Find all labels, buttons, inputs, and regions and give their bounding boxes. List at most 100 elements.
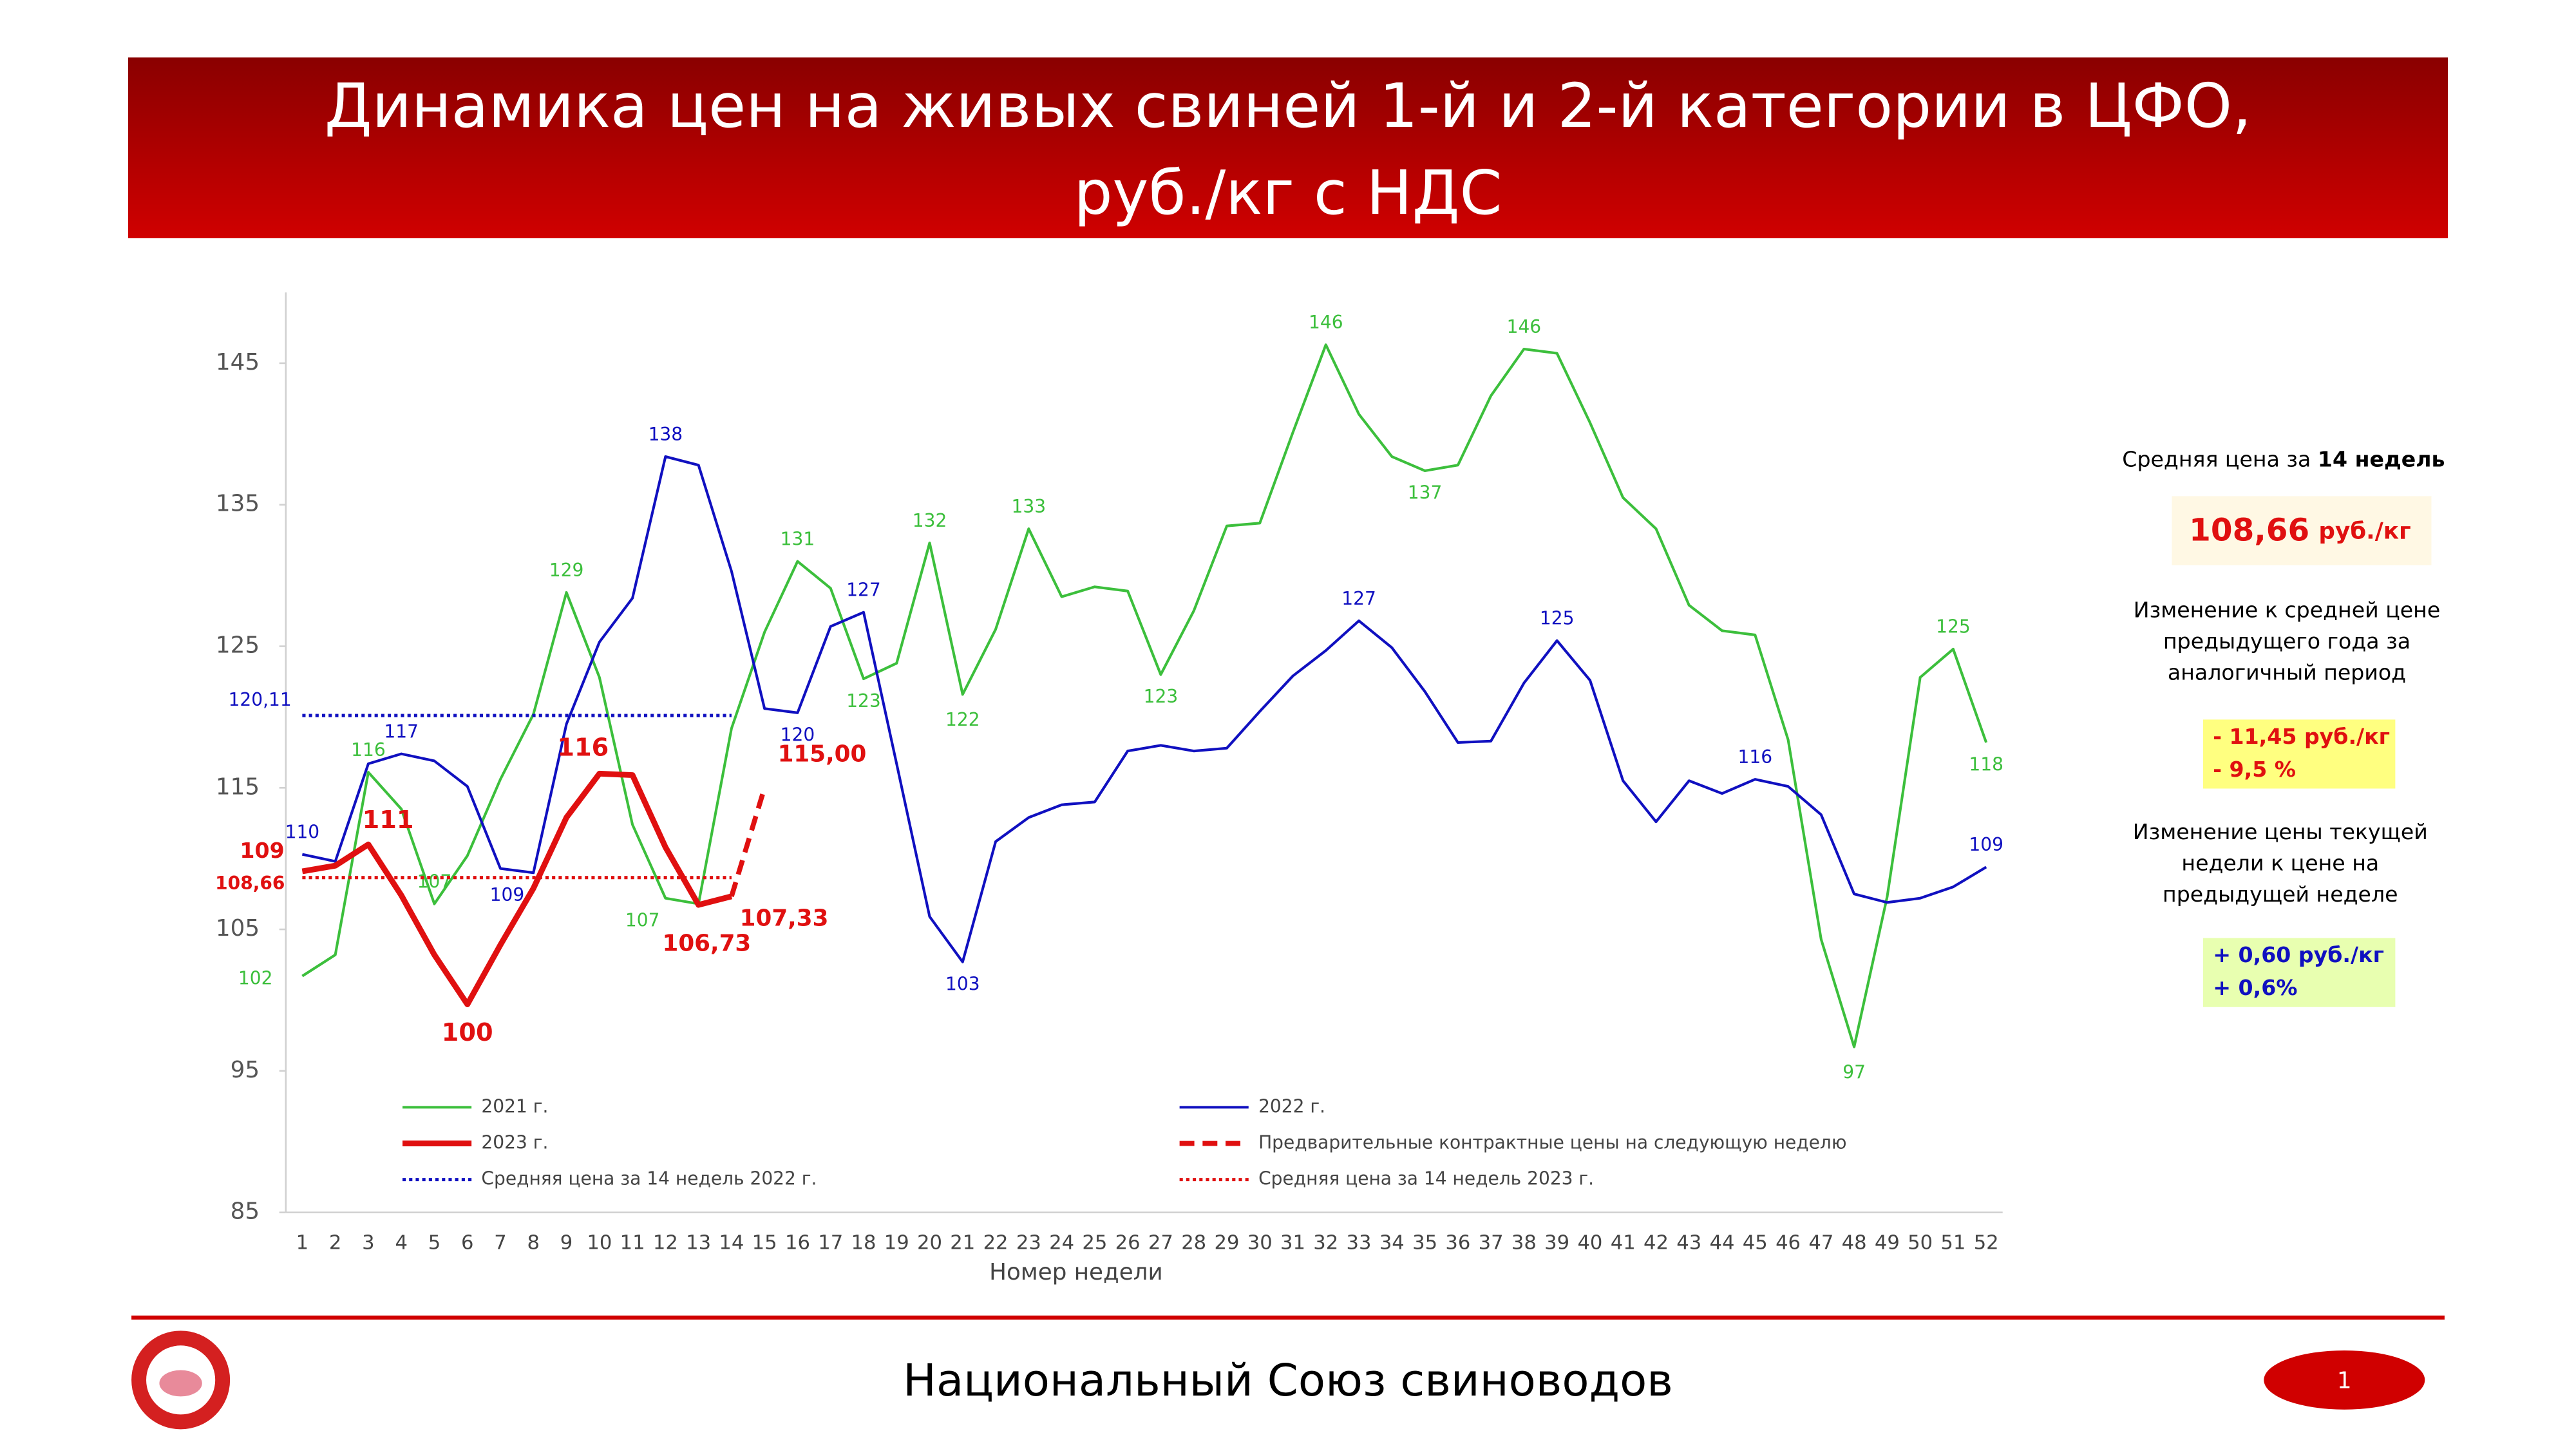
y-tick-label: 125 bbox=[216, 632, 260, 659]
data-label: 129 bbox=[549, 560, 584, 581]
x-tick-label: 45 bbox=[1743, 1232, 1768, 1255]
y-tick-label: 105 bbox=[216, 915, 260, 942]
sidebar-caption: Изменение к средней цене bbox=[2134, 597, 2440, 622]
x-tick-label: 44 bbox=[1710, 1232, 1735, 1255]
change-value: + 0,6% bbox=[2213, 975, 2297, 1000]
data-label: 120,11 bbox=[229, 689, 292, 710]
data-label: 100 bbox=[442, 1018, 493, 1047]
x-tick-label: 22 bbox=[983, 1232, 1009, 1255]
data-label: 123 bbox=[1144, 686, 1179, 707]
page-badge bbox=[2264, 1350, 2425, 1410]
sidebar-caption: Изменение цены текущей bbox=[2133, 819, 2428, 844]
x-tick-label: 50 bbox=[1908, 1232, 1933, 1255]
x-tick-label: 20 bbox=[917, 1232, 942, 1255]
header-band bbox=[128, 57, 2448, 238]
x-tick-label: 15 bbox=[752, 1232, 777, 1255]
x-tick-label: 12 bbox=[653, 1232, 678, 1255]
data-label: 107,33 bbox=[740, 905, 829, 932]
logo bbox=[131, 1331, 231, 1430]
data-label: 146 bbox=[1309, 312, 1343, 333]
data-label: 133 bbox=[1012, 496, 1046, 517]
data-label: 109 bbox=[1969, 834, 2003, 855]
legend-label: 2021 г. bbox=[481, 1095, 548, 1117]
sidebar-caption: предыдущего года за bbox=[2163, 629, 2410, 654]
sidebar-caption: аналогичный период bbox=[2168, 659, 2406, 685]
x-tick-label: 13 bbox=[686, 1232, 711, 1255]
x-tick-label: 9 bbox=[560, 1232, 573, 1255]
x-tick-label: 4 bbox=[395, 1232, 407, 1255]
y-tick-label: 85 bbox=[231, 1198, 260, 1225]
x-tick-label: 46 bbox=[1776, 1232, 1801, 1255]
data-label: 106,73 bbox=[662, 930, 751, 956]
x-tick-label: 43 bbox=[1676, 1232, 1701, 1255]
data-label: 127 bbox=[1341, 588, 1376, 609]
x-tick-label: 14 bbox=[719, 1232, 744, 1255]
data-label: 132 bbox=[913, 510, 947, 531]
organization: Национальный Союз свиноводов bbox=[903, 1355, 1673, 1406]
series-line bbox=[301, 455, 1987, 963]
x-tick-label: 35 bbox=[1412, 1232, 1437, 1255]
data-label: 117 bbox=[384, 721, 419, 742]
y-tick-label: 115 bbox=[216, 773, 260, 800]
x-tick-label: 23 bbox=[1016, 1232, 1041, 1255]
data-label: 108,66 bbox=[215, 873, 285, 894]
x-tick-label: 16 bbox=[785, 1232, 810, 1255]
x-tick-label: 38 bbox=[1511, 1232, 1537, 1255]
change-value: + 0,60 руб./кг bbox=[2213, 942, 2384, 967]
x-tick-label: 5 bbox=[428, 1232, 440, 1255]
x-tick-label: 42 bbox=[1643, 1232, 1669, 1255]
x-tick-label: 21 bbox=[950, 1232, 975, 1255]
change-value: - 11,45 руб./кг bbox=[2213, 724, 2390, 749]
x-tick-label: 10 bbox=[587, 1232, 612, 1255]
x-tick-label: 1 bbox=[296, 1232, 308, 1255]
x-tick-label: 28 bbox=[1181, 1232, 1206, 1255]
legend-label: Средняя цена за 14 недель 2023 г. bbox=[1258, 1168, 1594, 1189]
x-tick-label: 37 bbox=[1479, 1232, 1504, 1255]
data-label: 109 bbox=[240, 838, 284, 863]
y-tick-label: 145 bbox=[216, 349, 260, 375]
data-label: 131 bbox=[781, 529, 815, 550]
x-tick-label: 48 bbox=[1842, 1232, 1867, 1255]
data-label: 107 bbox=[625, 909, 660, 931]
x-tick-label: 33 bbox=[1347, 1232, 1372, 1255]
data-label: 118 bbox=[1969, 754, 2003, 775]
x-tick-label: 2 bbox=[329, 1232, 341, 1255]
x-tick-label: 24 bbox=[1049, 1232, 1074, 1255]
data-label: 107 bbox=[417, 871, 452, 892]
data-label: 116 bbox=[351, 739, 386, 761]
data-label: 125 bbox=[1936, 616, 1971, 638]
data-label: 116 bbox=[557, 734, 609, 762]
x-tick-label: 19 bbox=[884, 1232, 909, 1255]
x-tick-label: 29 bbox=[1214, 1232, 1239, 1255]
value-part: руб./кг bbox=[2318, 518, 2410, 545]
sidebar-caption: Средняя цена за 14 недель bbox=[2122, 446, 2445, 471]
value-part: 108,66 bbox=[2189, 513, 2309, 549]
value-box bbox=[2172, 496, 2432, 565]
x-tick-label: 30 bbox=[1247, 1232, 1273, 1255]
data-label: 103 bbox=[945, 973, 980, 994]
x-tick-label: 47 bbox=[1808, 1232, 1833, 1255]
legend-label: Средняя цена за 14 недель 2022 г. bbox=[481, 1168, 817, 1189]
x-tick-label: 36 bbox=[1445, 1232, 1470, 1255]
logo-pig bbox=[159, 1370, 202, 1397]
data-label: 138 bbox=[649, 424, 683, 445]
sidebar: Средняя цена за 14 недель 108,66 руб./кг… bbox=[2122, 446, 2445, 1007]
caption-part: 14 недель bbox=[2318, 446, 2445, 471]
avg-value: 108,66 руб./кг bbox=[2189, 513, 2410, 549]
change-value: - 9,5 % bbox=[2213, 757, 2296, 782]
sidebar-caption: предыдущей неделе bbox=[2163, 882, 2398, 907]
x-tick-label: 27 bbox=[1148, 1232, 1173, 1255]
legend-label: 2022 г. bbox=[1258, 1095, 1325, 1117]
x-tick-label: 41 bbox=[1611, 1232, 1636, 1255]
data-label: 125 bbox=[1540, 608, 1575, 629]
series-line bbox=[301, 770, 733, 1008]
page-number: 1 bbox=[2337, 1367, 2352, 1394]
data-label: 102 bbox=[238, 968, 273, 989]
x-tick-label: 26 bbox=[1115, 1232, 1141, 1255]
value-box bbox=[2202, 938, 2396, 1007]
x-axis-title: Номер недели bbox=[989, 1259, 1163, 1285]
title: руб./кг с НДС bbox=[1074, 158, 1502, 229]
title: Динамика цен на живых свиней 1-й и 2-й к… bbox=[325, 71, 2251, 142]
